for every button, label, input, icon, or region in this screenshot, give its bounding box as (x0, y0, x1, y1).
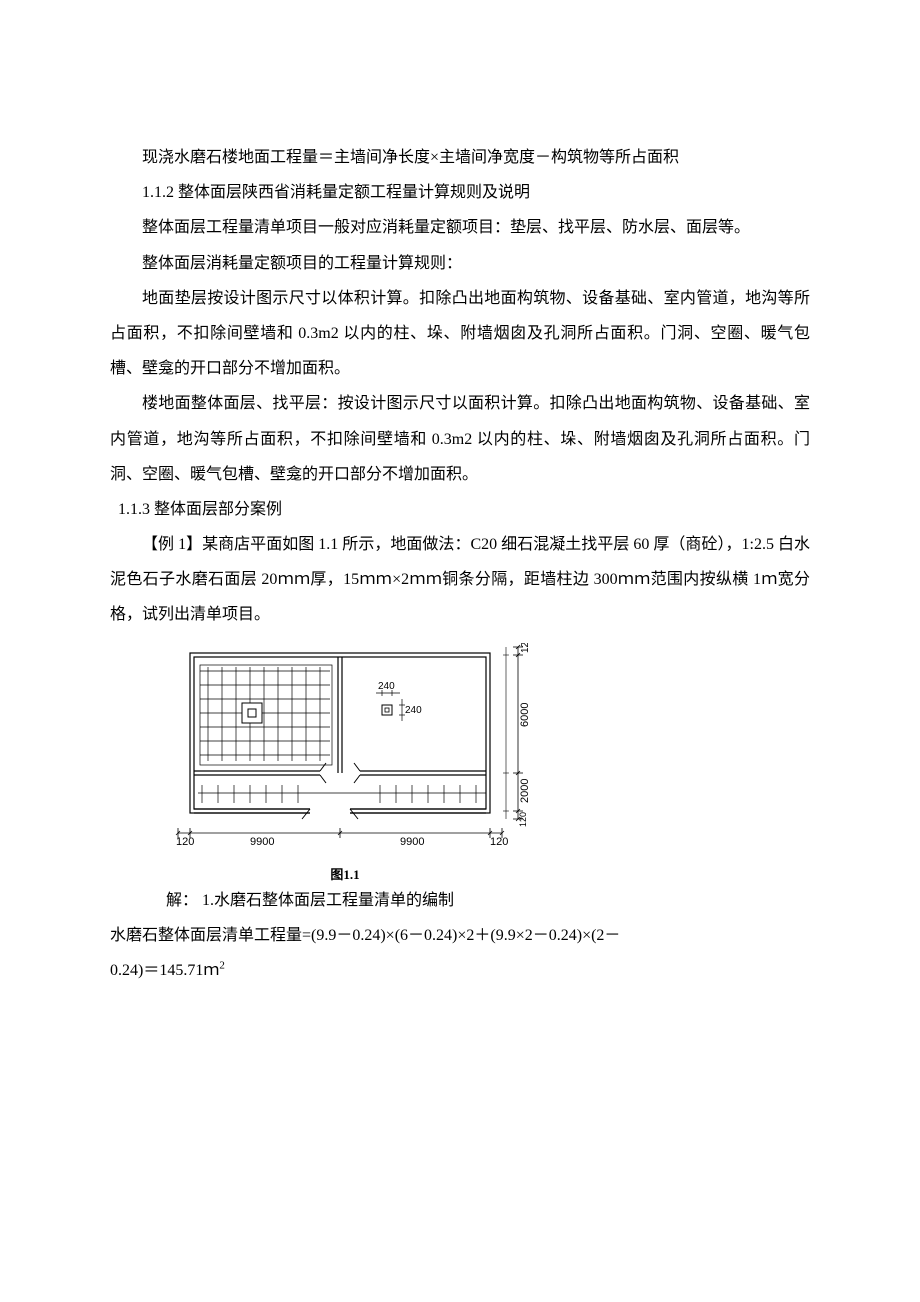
paragraph-rule-2: 楼地面整体面层、找平层：按设计图示尺寸以面积计算。扣除凸出地面构筑物、设备基础、… (110, 386, 810, 492)
paragraph-rules-intro: 整体面层消耗量定额项目的工程量计算规则： (110, 246, 810, 281)
paragraph-calc-line2: 0.24)＝145.71ｍ2 (110, 953, 810, 988)
dim-col-h: 240 (405, 705, 422, 716)
figure-caption: 图1.1 (170, 864, 520, 883)
floor-plan-svg: 240 240 (170, 643, 540, 853)
paragraph-heading-112: 1.1.2 整体面层陕西省消耗量定额工程量计算规则及说明 (110, 175, 810, 210)
paragraph-heading-113: 1.1.3 整体面层部分案例 (118, 492, 810, 527)
figure-1-1: 240 240 (170, 643, 810, 858)
dim-bottom (176, 828, 504, 838)
paragraph-calc-line1: 水磨石整体面层清单工程量=(9.9－0.24)×(6－0.24)×2＋(9.9×… (110, 918, 810, 953)
dim-col-w: 240 (378, 681, 395, 692)
paragraph-example-1: 【例 1】某商店平面如图 1.1 所示，地面做法：C20 细石混凝土找平层 60… (110, 527, 810, 633)
calc-line2-text: 0.24)＝145.71ｍ (110, 962, 219, 979)
paragraph-formula: 现浇水磨石楼地面工程量＝主墙间净长度×主墙间净宽度－构筑物等所占面积 (110, 140, 810, 175)
dim-left-ext: 120 (176, 836, 194, 848)
grid-left-room (200, 665, 332, 765)
dim-right-ext: 120 (490, 836, 508, 848)
lower-strip-grid (198, 785, 486, 803)
dim-top-ext: 120 (520, 643, 531, 653)
squared-superscript: 2 (219, 960, 225, 972)
paragraph-items: 整体面层工程量清单项目一般对应消耗量定额项目：垫层、找平层、防水层、面层等。 (110, 210, 810, 245)
paragraph-rule-1: 地面垫层按设计图示尺寸以体积计算。扣除凸出地面构筑物、设备基础、室内管道，地沟等… (110, 281, 810, 387)
paragraph-solution-head: 解： 1.水磨石整体面层工程量清单的编制 (110, 883, 810, 918)
dim-bottom-ext: 120 (518, 812, 528, 827)
dim-h-lower: 2000 (519, 778, 531, 802)
dim-span-left: 9900 (250, 836, 274, 848)
dim-h-upper: 6000 (519, 702, 531, 726)
dim-span-right: 9900 (400, 836, 424, 848)
